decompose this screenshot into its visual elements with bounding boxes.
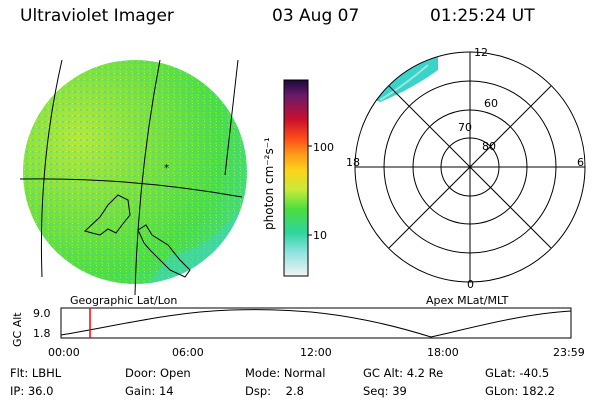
timeline-ytick-bottom: 1.8 xyxy=(33,327,51,340)
status-glon: GLon: 182.2 xyxy=(485,384,555,398)
xtick-1800: 18:00 xyxy=(427,346,459,359)
colorbar-label: photon cm⁻²s⁻¹ xyxy=(262,137,276,230)
coastline xyxy=(84,194,191,278)
status-mode: Mode: Normal xyxy=(245,366,326,380)
gc-alt-curve xyxy=(60,309,572,338)
colorbar xyxy=(283,79,312,277)
status-seq: Seq: 39 xyxy=(363,384,407,398)
colorbar-tick-10: 10 xyxy=(313,229,327,242)
xtick-0000: 00:00 xyxy=(48,346,80,359)
aurora-patch xyxy=(370,52,438,102)
lat-label-80: 80 xyxy=(482,140,496,153)
xtick-0600: 06:00 xyxy=(172,346,204,359)
status-gc-alt: GC Alt: 4.2 Re xyxy=(363,366,444,380)
instrument-title: Ultraviolet Imager xyxy=(20,6,174,26)
polar-plot xyxy=(354,51,586,283)
mlt-label-0: 0 xyxy=(467,278,474,291)
timeline-plot xyxy=(60,307,572,339)
timeline-ylabel: GC Alt xyxy=(11,312,24,347)
status-dsp: Dsp: 2.8 xyxy=(245,384,304,398)
geographic-caption: Geographic Lat/Lon xyxy=(70,294,178,307)
status-glat: GLat: -40.5 xyxy=(485,366,550,380)
status-door: Door: Open xyxy=(125,366,191,380)
status-gain: Gain: 14 xyxy=(125,384,174,398)
lat-label-60: 60 xyxy=(484,97,498,110)
colorbar-tick-100: 100 xyxy=(313,141,334,154)
status-ip: IP: 36.0 xyxy=(10,384,54,398)
status-flt: Flt: LBHL xyxy=(10,366,62,380)
mlt-label-18: 18 xyxy=(346,156,360,169)
xtick-1200: 12:00 xyxy=(300,346,332,359)
time-label: 01:25:24 UT xyxy=(430,6,535,26)
geographic-image: * xyxy=(19,59,247,296)
mlt-label-12: 12 xyxy=(474,46,488,59)
timeline-ytick-top: 9.0 xyxy=(33,307,51,320)
xtick-2359: 23:59 xyxy=(553,346,585,359)
date-label: 03 Aug 07 xyxy=(272,6,360,26)
apex-caption: Apex MLat/MLT xyxy=(426,294,509,307)
svg-text:*: * xyxy=(164,163,169,174)
lat-label-70: 70 xyxy=(458,121,472,134)
mlt-label-6: 6 xyxy=(577,156,584,169)
lat-lon-grid xyxy=(19,59,243,296)
